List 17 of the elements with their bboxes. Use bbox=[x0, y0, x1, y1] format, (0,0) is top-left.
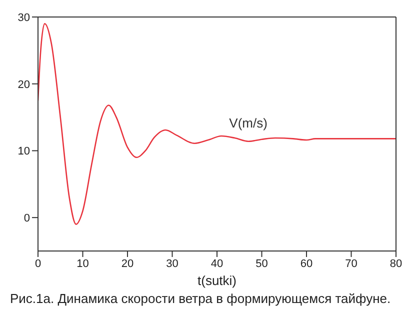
x-axis-title: t(sutki) bbox=[198, 273, 236, 288]
series-label: V(m/s) bbox=[229, 115, 268, 130]
x-tick-label: 80 bbox=[390, 258, 402, 270]
x-tick-label: 60 bbox=[300, 258, 313, 270]
y-tick-label: 20 bbox=[18, 78, 30, 91]
text: Рис.1а. Динамика скорости ветра в формирующемся тайфуне. bbox=[10, 291, 392, 306]
x-tick-label: 50 bbox=[256, 258, 268, 270]
x-tick-label: 0 bbox=[34, 258, 42, 270]
y-tick-label: 30 bbox=[18, 12, 30, 24]
x-tick-label: 40 bbox=[210, 258, 224, 270]
x-tick-label: 20 bbox=[121, 258, 134, 270]
line-series bbox=[38, 23, 396, 225]
x-tick-label: 70 bbox=[345, 258, 358, 270]
x-tick-label: 10 bbox=[76, 258, 89, 270]
x-tick-label: 30 bbox=[166, 258, 178, 270]
y-tick-label: 0 bbox=[24, 212, 30, 224]
y-tick-label: 10 bbox=[18, 146, 30, 158]
